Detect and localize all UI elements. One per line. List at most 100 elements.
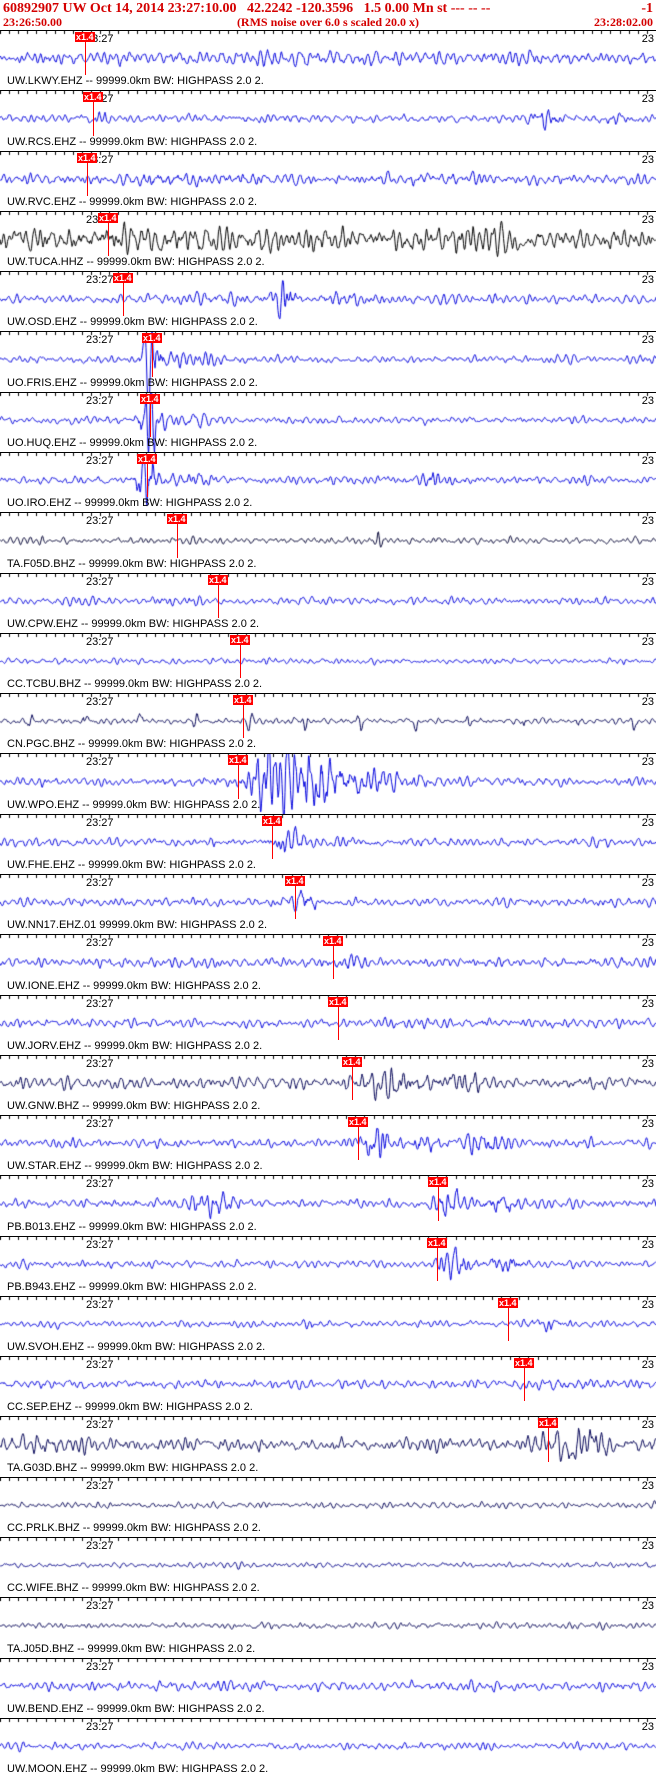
trace-time-label: 23:27 [86,937,114,950]
waveform-canvas[interactable] [0,31,656,91]
trace-row: 23:27 23 CC.PRLK.BHZ -- 99999.0km BW: HI… [0,1476,656,1538]
trace-right-time-label: 23 [641,1298,654,1311]
waveform-canvas[interactable] [0,1598,656,1658]
waveform-canvas[interactable] [0,754,656,814]
station-label: UO.IRO.EHZ -- 99999.0km BW: HIGHPASS 2.0… [7,497,253,510]
pick-line [85,32,86,76]
pick-line [177,514,178,558]
trace-time-label: 23:27 [86,575,114,588]
station-label: UO.FRIS.EHZ -- 99999.0km BW: HIGHPASS 2.… [7,376,258,389]
waveform-canvas[interactable] [0,1357,656,1417]
pick-scale-badge: x1.4 [342,1056,362,1067]
scaling-note: (RMS noise over 6.0 s scaled 20.0 x) [236,15,420,29]
trace-time-label: 23:27 [86,394,114,407]
event-title: 60892907 UW Oct 14, 2014 23:27:10.00 42.… [3,1,491,16]
pick-scale-badge: x1.4 [75,32,95,42]
waveform-canvas[interactable] [0,1055,656,1116]
waveform-canvas[interactable] [0,874,656,935]
trace-row: 23:27 23 x1.4 UW.WPO.EHZ -- 99999.0km BW… [0,753,656,814]
station-label: UW.GNW.BHZ -- 99999.0km BW: HIGHPASS 2.0… [7,1100,261,1113]
trace-time-label: 23:27 [86,274,114,287]
window-end-time: 23:28:02.00 [593,15,653,29]
waveform-canvas[interactable] [0,814,656,874]
trace-right-time-label: 23 [641,334,654,347]
trace-time-label: 23:27 [86,1419,114,1432]
trace-row: 23:27 23 x1.4 UO.IRO.EHZ -- 99999.0km BW… [0,451,656,513]
trace-row: 23:27 23 x1.4 UW.LKWY.EHZ -- 99999.0km B… [0,30,656,91]
trace-time-label: 23:27 [86,756,114,769]
waveform-canvas[interactable] [0,573,656,633]
trace-time-label: 23:27 [86,1057,114,1070]
waveform-canvas[interactable] [0,272,656,332]
trace-right-time-label: 23 [641,153,654,166]
waveform-canvas[interactable] [0,151,656,211]
pick-line [272,815,273,859]
waveform-canvas[interactable] [0,1296,656,1357]
waveform-canvas[interactable] [0,452,656,513]
station-label: PB.B013.EHZ -- 99999.0km BW: HIGHPASS 2.… [7,1220,257,1233]
trace-right-time-label: 23 [641,1419,654,1432]
pick-scale-badge: x1.4 [427,1237,447,1248]
window-start-time: 23:26:50.00 [3,15,62,29]
pick-scale-badge: x1.4 [137,453,157,464]
station-label: TA.F05D.BHZ -- 99999.0km BW: HIGHPASS 2.… [7,557,257,570]
trace-time-label: 23:27 [86,153,114,166]
station-label: UW.WPO.EHZ -- 99999.0km BW: HIGHPASS 2.0… [7,798,261,811]
pick-scale-badge: x1.4 [285,875,305,886]
pick-line [338,996,339,1040]
trace-row: 23:27 23 TA.J05D.BHZ -- 99999.0km BW: HI… [0,1597,656,1658]
pick-line [152,333,153,377]
trace-list: 23:27 23 x1.4 UW.LKWY.EHZ -- 99999.0km B… [0,30,656,1778]
trace-row: 23:27 23 x1.4 CC.SEP.EHZ -- 99999.0km BW… [0,1356,656,1417]
waveform-canvas[interactable] [0,1538,656,1598]
waveform-canvas[interactable] [0,1116,656,1176]
trace-right-time-label: 23 [641,1057,654,1070]
pick-line [93,92,94,136]
station-label: UW.IONE.EHZ -- 99999.0km BW: HIGHPASS 2.… [7,979,261,992]
trace-time-label: 23:27 [86,1238,114,1251]
waveform-canvas[interactable] [0,332,656,392]
pick-line [218,574,219,618]
trace-row: 23:27 23 x1.4 UW.SVOH.EHZ -- 99999.0km B… [0,1295,656,1357]
pick-scale-badge: x1.4 [83,92,103,103]
pick-line [358,1117,359,1161]
waveform-canvas[interactable] [0,91,656,151]
pick-scale-badge: x1.4 [323,936,343,947]
station-label: TA.J05D.BHZ -- 99999.0km BW: HIGHPASS 2.… [7,1642,256,1655]
station-label: CC.PRLK.BHZ -- 99999.0km BW: HIGHPASS 2.… [7,1522,261,1535]
trace-row: 23:27 23 x1.4 UW.RCS.EHZ -- 99999.0km BW… [0,90,656,151]
trace-time-label: 23:27 [86,1359,114,1372]
trace-right-time-label: 23 [641,696,654,709]
station-label: CC.TCBU.BHZ -- 99999.0km BW: HIGHPASS 2.… [7,678,263,691]
station-label: UW.LKWY.EHZ -- 99999.0km BW: HIGHPASS 2.… [7,75,264,88]
waveform-canvas[interactable] [0,694,656,754]
waveform-canvas[interactable] [0,392,656,452]
waveform-canvas[interactable] [0,1658,656,1718]
pick-scale-badge: x1.4 [514,1358,534,1369]
trace-right-time-label: 23 [641,274,654,287]
trace-time-label: 23:27 [86,1540,114,1553]
pick-line [240,634,241,679]
trace-time-label: 23:27 [86,1720,114,1733]
pick-scale-badge: x1.4 [348,1117,368,1128]
pick-scale-badge: x1.4 [233,695,253,706]
waveform-canvas[interactable] [0,1236,656,1296]
trace-time-label: 23:27 [86,1298,114,1311]
trace-time-label: 23:27 [86,876,114,889]
waveform-canvas[interactable] [0,513,656,573]
waveform-canvas[interactable] [0,1477,656,1538]
pick-scale-badge: x1.4 [230,634,250,645]
pick-line [548,1418,549,1462]
trace-time-label: 23:27 [86,1178,114,1191]
trace-row: 23:27 23 x1.4 CC.TCBU.BHZ -- 99999.0km B… [0,632,656,694]
waveform-canvas[interactable] [0,633,656,694]
trace-time-label: 23:27 [86,1600,114,1613]
waveform-canvas[interactable] [0,1176,656,1236]
trace-right-time-label: 23 [641,93,654,106]
trace-right-time-label: 23 [641,997,654,1010]
pick-line [438,1177,439,1221]
waveform-canvas[interactable] [0,1718,656,1778]
trace-row: 23:27 23 CC.WIFE.BHZ -- 99999.0km BW: HI… [0,1537,656,1598]
trace-right-time-label: 23 [641,937,654,950]
